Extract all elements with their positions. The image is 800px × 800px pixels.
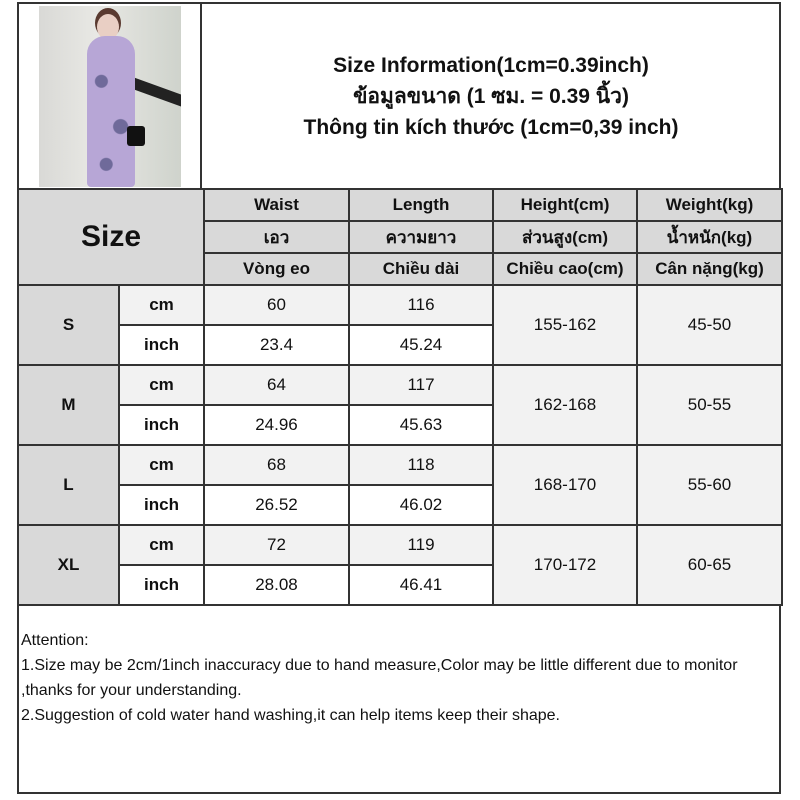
size-table: Size Waist Length Height(cm) Weight(kg) … — [17, 188, 783, 606]
product-photo — [19, 4, 202, 188]
size-label: M — [17, 364, 120, 446]
col-length-en: Length — [348, 188, 494, 222]
col-height-en: Height(cm) — [492, 188, 638, 222]
note-heading: Attention: — [21, 632, 89, 649]
length-inch: 46.41 — [348, 564, 494, 606]
height-range: 168-170 — [492, 444, 638, 526]
attention-note: Attention: 1.Size may be 2cm/1inch inacc… — [19, 628, 779, 792]
waist-inch: 26.52 — [203, 484, 350, 526]
weight-range: 60-65 — [636, 524, 783, 606]
unit-cm: cm — [118, 444, 205, 486]
col-waist-vi: Vòng eo — [203, 252, 350, 286]
size-label: S — [17, 284, 120, 366]
size-label: L — [17, 444, 120, 526]
waist-inch: 28.08 — [203, 564, 350, 606]
col-length-th: ความยาว — [348, 220, 494, 254]
col-weight-vi: Cân nặng(kg) — [636, 252, 783, 286]
length-cm: 118 — [348, 444, 494, 486]
title-en: Size Information(1cm=0.39inch) — [333, 53, 649, 77]
waist-inch: 24.96 — [203, 404, 350, 446]
unit-inch: inch — [118, 324, 205, 366]
unit-inch: inch — [118, 404, 205, 446]
waist-cm: 68 — [203, 444, 350, 486]
title-vi: Thông tin kích thước (1cm=0,39 inch) — [303, 115, 679, 139]
length-inch: 45.24 — [348, 324, 494, 366]
unit-inch: inch — [118, 484, 205, 526]
length-cm: 116 — [348, 284, 494, 326]
waist-cm: 72 — [203, 524, 350, 566]
size-header: Size — [17, 188, 205, 286]
table-row: inch 28.08 46.41 — [18, 564, 782, 606]
unit-cm: cm — [118, 524, 205, 566]
height-range: 155-162 — [492, 284, 638, 366]
model-image — [39, 6, 181, 187]
height-range: 162-168 — [492, 364, 638, 446]
weight-range: 45-50 — [636, 284, 783, 366]
length-inch: 46.02 — [348, 484, 494, 526]
unit-cm: cm — [118, 364, 205, 406]
weight-range: 55-60 — [636, 444, 783, 526]
col-waist-en: Waist — [203, 188, 350, 222]
height-range: 170-172 — [492, 524, 638, 606]
size-label: XL — [17, 524, 120, 606]
table-row: XL cm 72 119 170-172 60-65 — [17, 524, 783, 606]
title-th: ข้อมูลขนาด (1 ซม. = 0.39 นิ้ว) — [353, 84, 629, 108]
waist-inch: 23.4 — [203, 324, 350, 366]
col-weight-th: น้ำหนัก(kg) — [636, 220, 783, 254]
note-item: 2.Suggestion of cold water hand washing,… — [21, 707, 560, 724]
note-item: 1.Size may be 2cm/1inch inaccuracy due t… — [21, 657, 738, 699]
col-weight-en: Weight(kg) — [636, 188, 783, 222]
unit-inch: inch — [118, 564, 205, 606]
table-row: inch 24.96 45.63 — [18, 404, 782, 446]
weight-range: 50-55 — [636, 364, 783, 446]
waist-cm: 64 — [203, 364, 350, 406]
col-length-vi: Chiều dài — [348, 252, 494, 286]
col-height-vi: Chiều cao(cm) — [492, 252, 638, 286]
table-row: inch 26.52 46.02 — [18, 484, 782, 526]
col-waist-th: เอว — [203, 220, 350, 254]
col-height-th: ส่วนสูง(cm) — [492, 220, 638, 254]
length-cm: 117 — [348, 364, 494, 406]
size-info-title: Size Information(1cm=0.39inch) ข้อมูลขนา… — [203, 4, 779, 188]
table-row: inch 23.4 45.24 — [18, 324, 782, 366]
length-cm: 119 — [348, 524, 494, 566]
length-inch: 45.63 — [348, 404, 494, 446]
waist-cm: 60 — [203, 284, 350, 326]
unit-cm: cm — [118, 284, 205, 326]
